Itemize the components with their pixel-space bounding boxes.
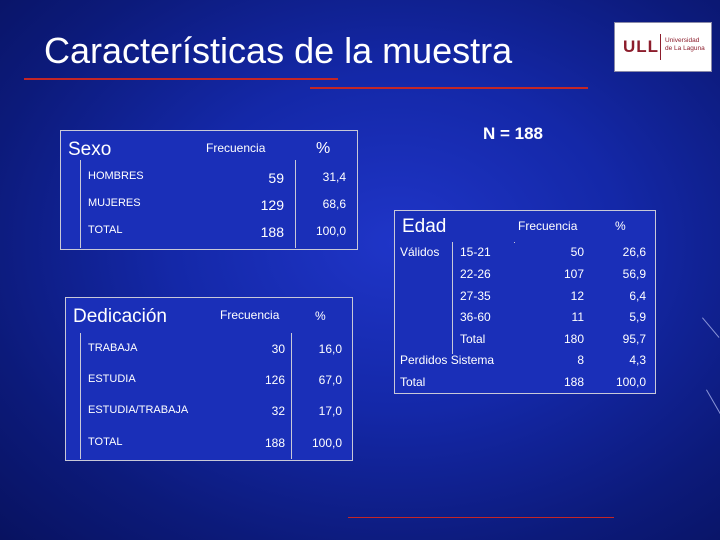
edad-missing-pct: 4,3 <box>629 353 646 367</box>
dedicacion-frame <box>65 297 353 461</box>
edad-frame <box>394 210 656 394</box>
logo-name: Universidad de La Laguna <box>665 37 705 52</box>
edad-missing-label: Perdidos Sistema <box>400 353 495 367</box>
sexo-row-pct: 100,0 <box>315 224 346 238</box>
title-underline-left <box>24 78 338 80</box>
sexo-row-freq: 188 <box>260 224 284 240</box>
dedicacion-rowlabel-divider <box>80 333 81 459</box>
logo-divider <box>660 34 661 60</box>
edad-heading: Edad <box>402 216 447 237</box>
edad-row-freq: 50 <box>570 245 584 259</box>
sexo-row-freq: 129 <box>260 197 284 213</box>
sexo-row-pct: 68,6 <box>322 197 346 211</box>
edad-row-freq: 11 <box>571 310 584 324</box>
decorative-line <box>702 317 720 338</box>
edad-row-label: 15-21 <box>460 245 491 259</box>
dedicacion-row-freq: 126 <box>264 373 285 387</box>
slide-title: Características de la muestra <box>44 30 513 71</box>
edad-row-label: 27-35 <box>460 289 491 303</box>
dedicacion-row-freq: 32 <box>271 404 285 418</box>
edad-col-pct: % <box>615 219 626 233</box>
dedicacion-col-freq: Frecuencia <box>220 308 280 322</box>
footer-rule <box>348 517 614 518</box>
sexo-row-freq: 59 <box>268 170 284 186</box>
sexo-row-label: TOTAL <box>88 224 123 236</box>
dedicacion-row-pct: 100,0 <box>311 436 342 450</box>
dedicacion-col-pct: % <box>315 309 326 323</box>
edad-row-pct: 95,7 <box>622 332 646 346</box>
dedicacion-row-pct: 16,0 <box>318 342 342 356</box>
university-logo: ULL Universidad de La Laguna <box>614 22 712 72</box>
edad-row-label: 36-60 <box>460 310 491 324</box>
dedicacion-heading: Dedicación <box>73 306 167 327</box>
edad-total-freq: 188 <box>563 375 584 389</box>
edad-row-label: Total <box>460 332 486 346</box>
sexo-frame <box>60 130 358 250</box>
logo-mark: ULL <box>623 37 660 56</box>
dedicacion-row-pct: 17,0 <box>318 404 342 418</box>
edad-row-pct: 56,9 <box>622 267 646 281</box>
dedicacion-row-freq: 30 <box>271 342 285 356</box>
edad-total-pct: 100,0 <box>615 375 646 389</box>
sexo-row-pct: 31,4 <box>322 170 346 184</box>
edad-row-freq: 180 <box>563 332 584 346</box>
edad-spacer <box>514 242 515 243</box>
dedicacion-row-pct: 67,0 <box>318 373 342 387</box>
sexo-heading: Sexo <box>68 139 112 160</box>
sexo-col-divider <box>295 160 296 248</box>
edad-row-label: 22-26 <box>460 267 491 281</box>
edad-group-label: Válidos <box>400 245 440 259</box>
sexo-rowlabel-divider <box>80 160 81 248</box>
edad-row-freq: 12 <box>570 289 584 303</box>
dedicacion-row-label: ESTUDIA/TRABAJA <box>88 404 189 416</box>
dedicacion-row-label: ESTUDIA <box>88 373 136 385</box>
sexo-row-label: HOMBRES <box>88 170 144 182</box>
edad-row-pct: 26,6 <box>622 245 646 259</box>
dedicacion-row-freq: 188 <box>264 436 285 450</box>
sexo-col-pct: % <box>316 140 331 157</box>
edad-row-pct: 5,9 <box>629 310 646 324</box>
edad-total-label: Total <box>400 375 426 389</box>
sexo-col-freq: Frecuencia <box>206 141 266 155</box>
title-underline-right <box>310 87 588 89</box>
edad-missing-freq: 8 <box>577 353 584 367</box>
sexo-row-label: MUJERES <box>88 197 141 209</box>
sample-size-label: N = 188 <box>483 124 544 143</box>
edad-group-divider <box>452 242 453 354</box>
dedicacion-row-label: TRABAJA <box>88 342 138 354</box>
edad-col-freq: Frecuencia <box>518 219 578 233</box>
dedicacion-col-divider <box>291 333 292 459</box>
edad-row-pct: 6,4 <box>629 289 646 303</box>
decorative-line <box>706 389 720 425</box>
edad-row-freq: 107 <box>563 267 584 281</box>
dedicacion-row-label: TOTAL <box>88 436 123 448</box>
